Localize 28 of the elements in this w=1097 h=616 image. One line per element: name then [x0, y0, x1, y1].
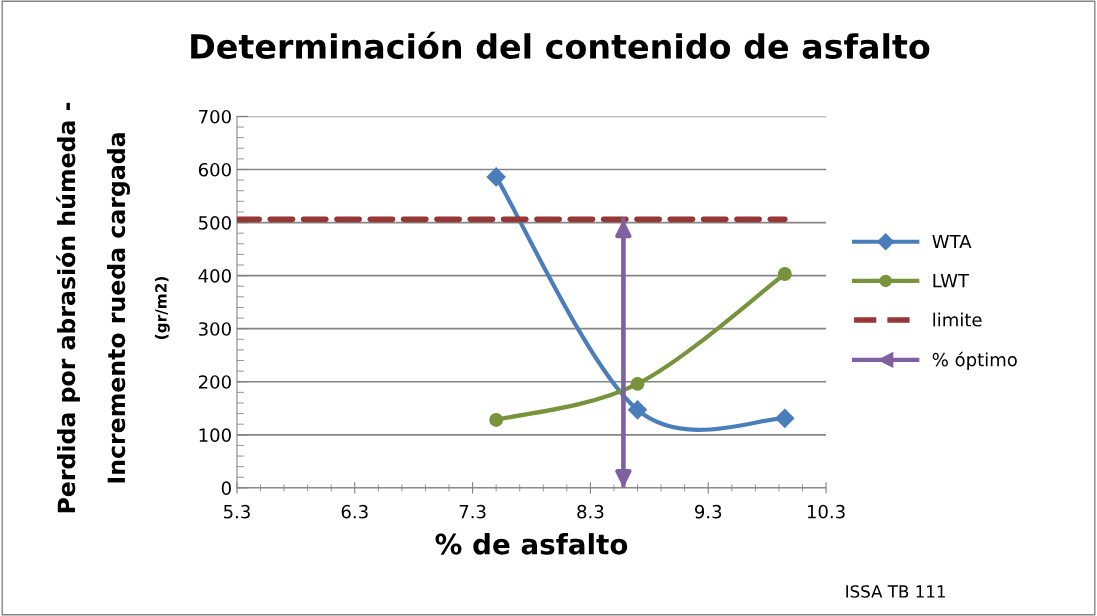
y-tick-label: 0 [221, 481, 231, 495]
point [775, 408, 795, 428]
point [630, 376, 645, 391]
x-axis-title: % de asfalto [435, 533, 628, 555]
y-tick-label: 100 [199, 428, 231, 442]
y-tick-label: 600 [198, 162, 231, 177]
legend-label: WTA [932, 234, 972, 249]
chart-title: Determinación del contenido de asfalto [191, 31, 930, 59]
legend-label: LWT [933, 274, 970, 288]
point [489, 413, 504, 427]
x-tick-label: 6.3 [341, 504, 368, 519]
y-tick-label: 200 [198, 375, 231, 389]
y-axis-title: Perdida por abrasión húmeda - Incremento rueda cargada (gr/m2) [56, 102, 170, 513]
x-tick-label: 9.3 [695, 504, 722, 519]
x-tick-label: 5.3 [223, 504, 250, 519]
y-tick-label: 400 [198, 269, 231, 283]
legend-label: limite [933, 312, 982, 327]
x-tick-label: 8.3 [577, 504, 604, 519]
x-tick-label: 10.3 [807, 504, 845, 519]
y-tick-label: 500 [199, 216, 231, 230]
point [486, 167, 506, 187]
point [777, 267, 792, 281]
y-tick-label: 700 [199, 109, 231, 124]
x-tick-label: 7.3 [459, 504, 486, 519]
text: ISSA TB 111 [846, 585, 945, 598]
y-tick-label: 300 [199, 322, 231, 336]
legend-label: % óptimo [932, 351, 1017, 370]
point [627, 400, 648, 420]
